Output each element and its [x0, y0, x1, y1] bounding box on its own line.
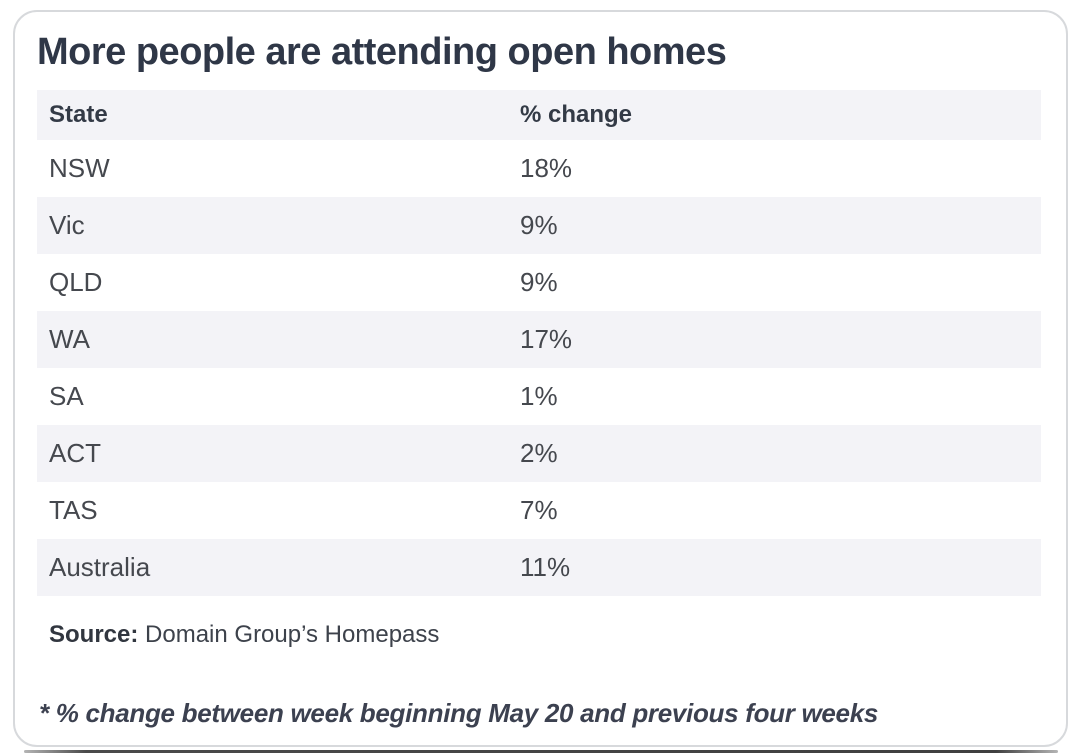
state-cell: ACT — [49, 438, 101, 468]
table-body: NSW 18% Vic 9% QLD 9% WA 17% SA 1% ACT 2… — [37, 140, 1041, 596]
source-label: Source: — [49, 621, 139, 648]
table-row: QLD 9% — [37, 254, 1041, 311]
source-text: Domain Group’s Homepass — [145, 621, 440, 648]
change-cell: 18% — [520, 153, 573, 183]
footnote: * % change between week beginning May 20… — [39, 698, 879, 728]
state-cell: NSW — [49, 153, 110, 183]
state-cell: TAS — [49, 495, 98, 525]
table-row: SA 1% — [37, 368, 1041, 425]
state-cell: QLD — [49, 267, 103, 297]
table-row: WA 17% — [37, 311, 1041, 368]
column-header-change: % change — [520, 101, 633, 128]
chart-title: More people are attending open homes — [37, 31, 727, 73]
state-cell: SA — [49, 381, 84, 411]
table-row: TAS 7% — [37, 482, 1041, 539]
data-table: State % change NSW 18% Vic 9% QLD 9% WA … — [37, 90, 1041, 596]
table-header-row: State % change — [37, 90, 1041, 140]
table-row: NSW 18% — [37, 140, 1041, 197]
column-header-state: State — [49, 101, 108, 128]
source-line: Source: Domain Group’s Homepass — [49, 620, 1041, 650]
change-cell: 17% — [520, 324, 573, 354]
change-cell: 7% — [520, 495, 558, 525]
state-cell: WA — [49, 324, 90, 354]
state-cell: Vic — [49, 210, 85, 240]
table-row: Vic 9% — [37, 197, 1041, 254]
state-cell: Australia — [49, 552, 151, 582]
change-cell: 11% — [520, 552, 571, 582]
table-row: Australia 11% — [37, 539, 1041, 596]
change-cell: 1% — [520, 381, 558, 411]
change-cell: 9% — [520, 267, 558, 297]
chart-card: More people are attending open homes Sta… — [13, 10, 1068, 747]
change-cell: 9% — [520, 210, 558, 240]
change-cell: 2% — [520, 438, 558, 468]
bottom-divider — [24, 750, 1058, 753]
table-row: ACT 2% — [37, 425, 1041, 482]
